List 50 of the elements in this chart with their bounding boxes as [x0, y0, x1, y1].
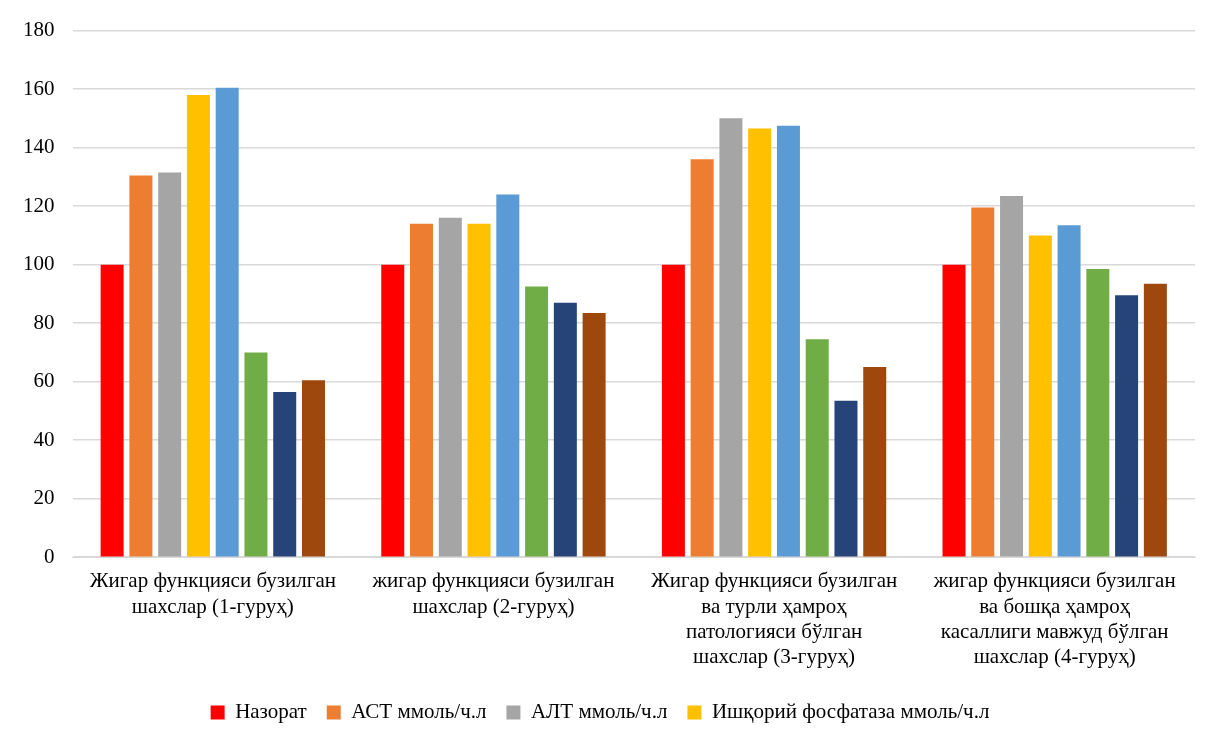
bar [942, 264, 966, 557]
bar [273, 391, 297, 557]
bar [805, 339, 829, 557]
bar [863, 367, 887, 557]
x-tick-label: Жигар функцияси бузилган ва турли ҳамроҳ патологияси бўлган шахслар (3-гуруҳ) [650, 568, 898, 668]
bar [1028, 235, 1052, 557]
y-tick-label: 60 [33, 368, 55, 393]
bar [129, 175, 153, 557]
bar [748, 128, 772, 557]
legend-label: АЛТ ммоль/ч.л [530, 699, 668, 724]
bar [690, 159, 714, 557]
y-tick-label: 140 [23, 134, 55, 159]
x-tick-label: жигар функцияси бузилган шахслар (2-гуруҳ) [371, 568, 615, 618]
y-tick-label: 0 [44, 543, 55, 568]
bar [661, 264, 685, 557]
bar [1115, 295, 1139, 557]
bar [525, 286, 549, 557]
bar [467, 223, 491, 557]
y-tick-label: 100 [23, 251, 55, 276]
bar [496, 194, 520, 557]
legend-label: АСТ ммоль/ч.л [351, 699, 487, 724]
legend-label: Ишқорий фосфатаза ммоль/ч.л [711, 699, 990, 724]
bar [1057, 225, 1081, 557]
bar [582, 312, 606, 557]
bar [834, 400, 858, 557]
y-tick-label: 180 [23, 17, 55, 42]
y-tick-label: 160 [23, 75, 55, 100]
y-tick-label: 120 [23, 192, 55, 217]
bar [410, 223, 434, 557]
bar [553, 302, 577, 557]
bar [1000, 195, 1024, 557]
y-tick-label: 40 [33, 426, 55, 451]
bar [215, 87, 239, 557]
bar [301, 380, 325, 557]
bar [971, 207, 995, 557]
bar [1086, 269, 1110, 557]
bar [186, 94, 210, 557]
y-tick-label: 80 [33, 309, 55, 334]
bar [438, 217, 462, 557]
x-tick-label: Жигар функцияси бузилган шахслар (1-гуруҳ) [89, 568, 336, 618]
y-tick-label: 20 [33, 485, 55, 510]
bar [244, 352, 268, 557]
bar [158, 172, 182, 557]
bar [1143, 283, 1167, 557]
bar [776, 125, 800, 557]
legend-label: Назорат [235, 699, 307, 724]
bar [100, 264, 124, 557]
x-tick-label: жигар функцияси бузилган ва бошқа ҳамроҳ касаллиги мавжуд бўлган шахслар (4-гуруҳ) [932, 568, 1176, 668]
bar [719, 118, 743, 557]
bar [381, 264, 405, 557]
